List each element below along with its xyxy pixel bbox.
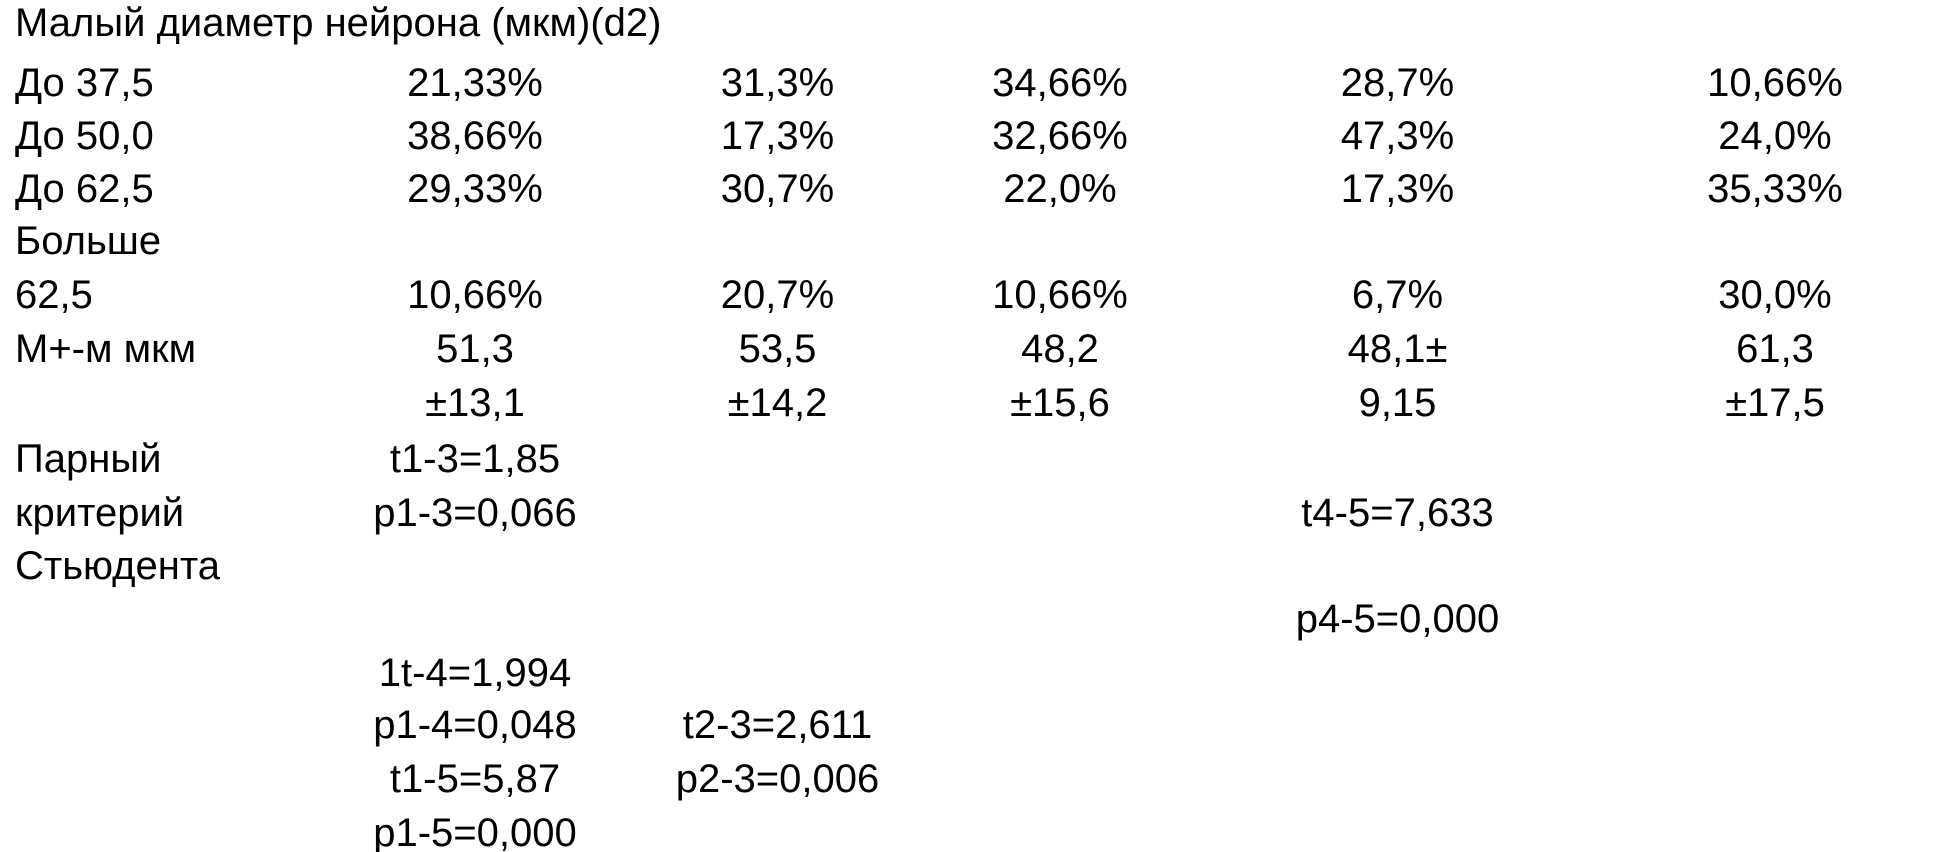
test-result: t1-5=5,87 bbox=[390, 759, 560, 799]
test-result: p2-3=0,006 bbox=[676, 759, 880, 799]
test-result: 1t-4=1,994 bbox=[379, 653, 571, 693]
cell: ±14,2 bbox=[728, 383, 828, 423]
cell: ±13,1 bbox=[425, 383, 525, 423]
cell: ±15,6 bbox=[1010, 383, 1110, 423]
row-label: До 50,0 bbox=[15, 116, 154, 156]
test-result: p4-5=0,000 bbox=[1296, 599, 1500, 639]
cell: 51,3 bbox=[436, 329, 514, 369]
row-label: М+-м мкм bbox=[15, 329, 196, 369]
cell: 48,1± bbox=[1348, 329, 1448, 369]
test-result: p1-5=0,000 bbox=[373, 813, 577, 852]
cell: 32,66% bbox=[992, 116, 1128, 156]
cell: 9,15 bbox=[1359, 383, 1437, 423]
row-label: 62,5 bbox=[15, 275, 93, 315]
cell: 30,0% bbox=[1718, 275, 1831, 315]
cell: 38,66% bbox=[407, 116, 543, 156]
row-label: До 62,5 bbox=[15, 169, 154, 209]
test-label: критерий bbox=[15, 493, 184, 533]
cell: 31,3% bbox=[721, 63, 834, 103]
test-result: t4-5=7,633 bbox=[1301, 493, 1493, 533]
cell: ±17,5 bbox=[1725, 383, 1825, 423]
cell: 53,5 bbox=[739, 329, 817, 369]
test-result: p1-3=0,066 bbox=[373, 493, 577, 533]
cell: 30,7% bbox=[721, 169, 834, 209]
cell: 35,33% bbox=[1707, 169, 1843, 209]
cell: 17,3% bbox=[721, 116, 834, 156]
test-result: p1-4=0,048 bbox=[373, 705, 577, 745]
title: Малый диаметр нейрона (мкм)(d2) bbox=[15, 3, 661, 43]
cell: 10,66% bbox=[407, 275, 543, 315]
test-label: Стьюдента bbox=[15, 546, 220, 586]
cell: 48,2 bbox=[1021, 329, 1099, 369]
cell: 29,33% bbox=[407, 169, 543, 209]
cell: 47,3% bbox=[1341, 116, 1454, 156]
cell: 22,0% bbox=[1003, 169, 1116, 209]
cell: 34,66% bbox=[992, 63, 1128, 103]
test-result: t1-3=1,85 bbox=[390, 439, 560, 479]
cell: 10,66% bbox=[992, 275, 1128, 315]
cell: 20,7% bbox=[721, 275, 834, 315]
row-label: Больше bbox=[15, 221, 161, 261]
test-label: Парный bbox=[15, 439, 161, 479]
cell: 24,0% bbox=[1718, 116, 1831, 156]
cell: 17,3% bbox=[1341, 169, 1454, 209]
page: Малый диаметр нейрона (мкм)(d2) До 37,5 21… bbox=[0, 0, 1948, 852]
cell: 10,66% bbox=[1707, 63, 1843, 103]
cell: 61,3 bbox=[1736, 329, 1814, 369]
cell: 21,33% bbox=[407, 63, 543, 103]
cell: 6,7% bbox=[1352, 275, 1443, 315]
test-result: t2-3=2,611 bbox=[683, 705, 872, 745]
cell: 28,7% bbox=[1341, 63, 1454, 103]
row-label: До 37,5 bbox=[15, 63, 154, 103]
